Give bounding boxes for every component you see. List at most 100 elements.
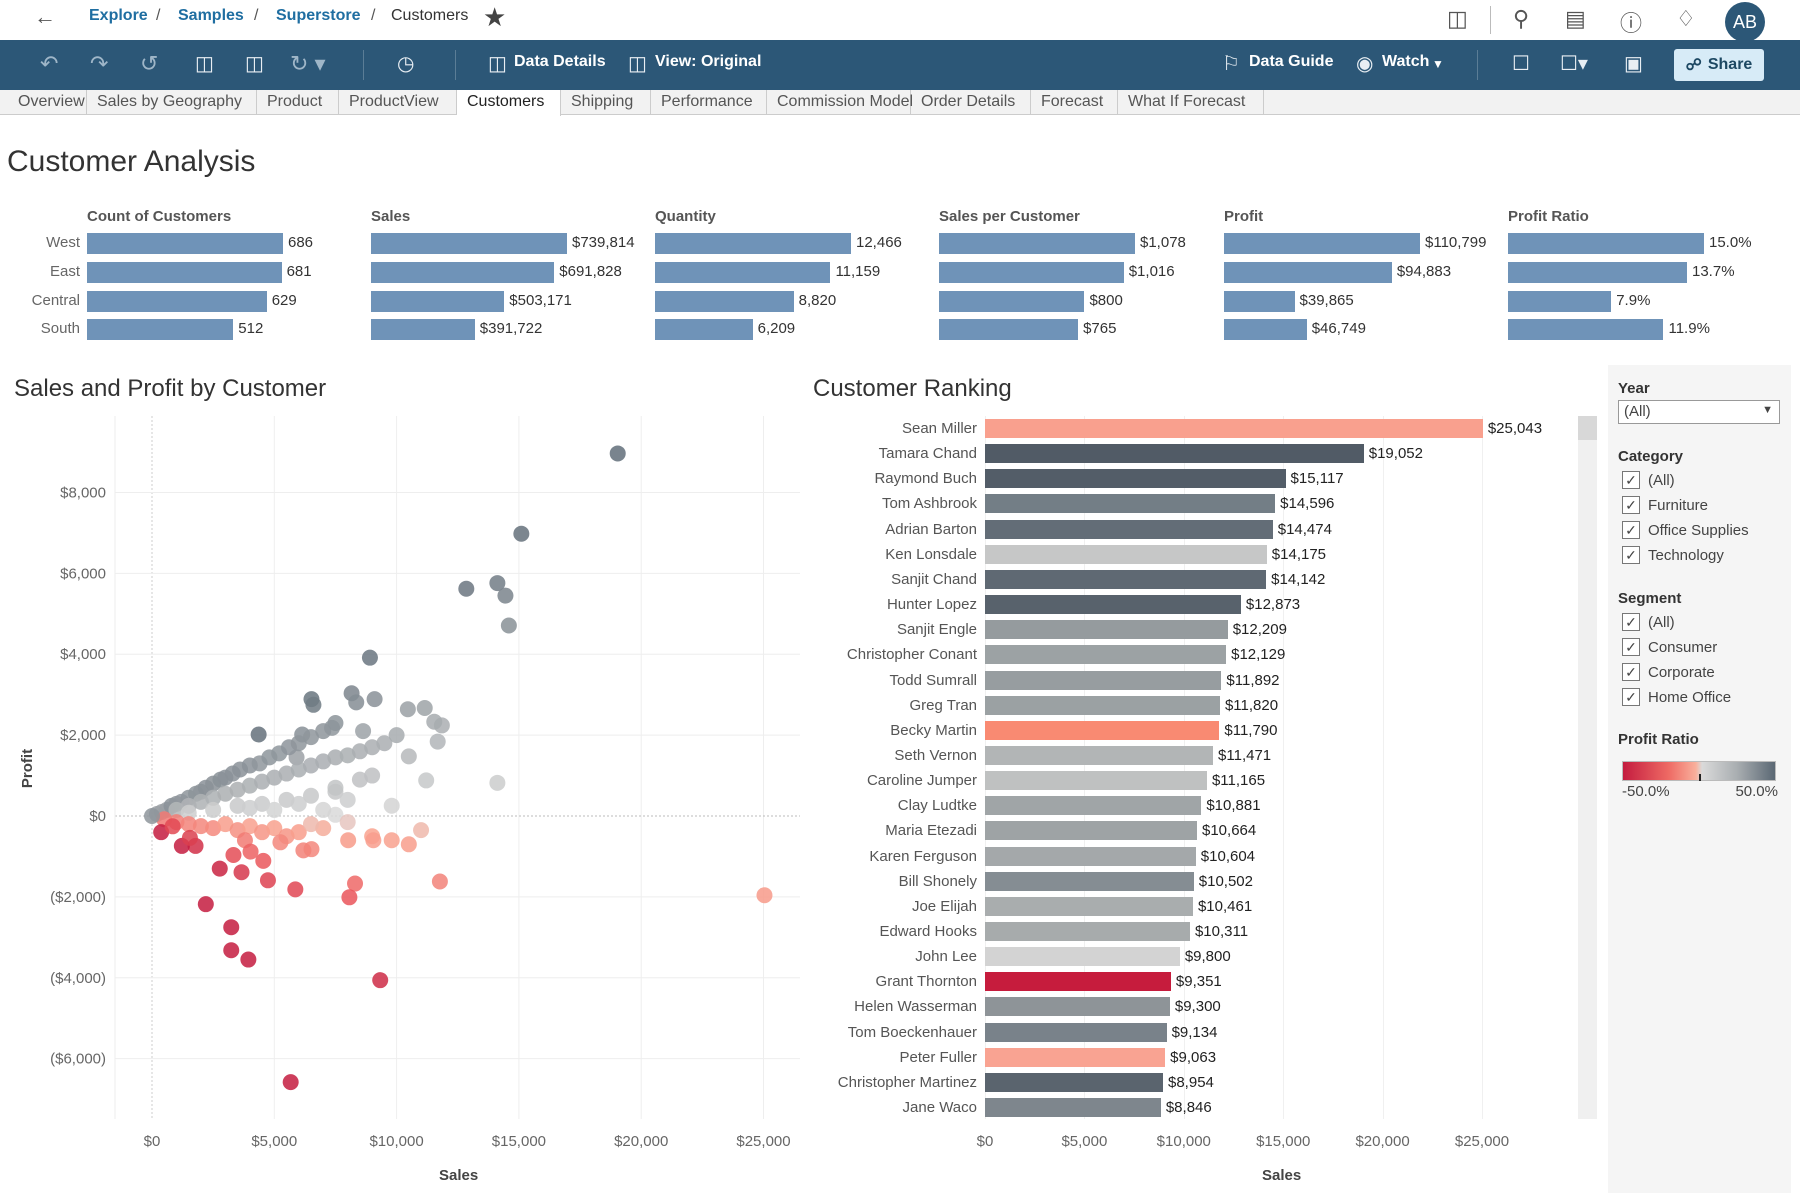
scatter-point[interactable]: [290, 735, 307, 752]
scatter-point[interactable]: [341, 889, 358, 906]
checkbox--all-[interactable]: ✓ (All): [1622, 613, 1675, 631]
scatter-point[interactable]: [254, 773, 271, 790]
breadcrumb-superstore[interactable]: Superstore: [276, 7, 361, 24]
customer-bar[interactable]: [985, 972, 1171, 992]
scatter-point[interactable]: [266, 801, 283, 818]
scatter-point[interactable]: [205, 789, 222, 806]
back-arrow-icon[interactable]: ←: [34, 4, 56, 29]
scatter-point[interactable]: [364, 739, 381, 756]
kpi-bar[interactable]: [655, 262, 831, 283]
customer-bar[interactable]: [985, 821, 1197, 841]
customer-bar[interactable]: [985, 469, 1286, 489]
scatter-point[interactable]: [290, 824, 307, 841]
tab-shipping[interactable]: Shipping: [561, 90, 651, 115]
pause-updates-icon[interactable]: ◫: [245, 53, 264, 75]
scatter-point[interactable]: [315, 723, 332, 740]
datasource-icon[interactable]: ◫: [1447, 6, 1468, 31]
checkbox-consumer[interactable]: ✓ Consumer: [1622, 638, 1717, 656]
kpi-bar[interactable]: [87, 233, 283, 254]
checkbox[interactable]: ✓: [1622, 546, 1640, 564]
scatter-point[interactable]: [364, 767, 381, 784]
scatter-point[interactable]: [399, 701, 416, 718]
kpi-bar[interactable]: [371, 291, 505, 312]
kpi-bar[interactable]: [939, 291, 1085, 312]
tab-sales-by-geography[interactable]: Sales by Geography: [87, 90, 257, 115]
tab-commission-model[interactable]: Commission Model: [767, 90, 913, 115]
customer-bar[interactable]: [985, 922, 1190, 941]
tab-order-details[interactable]: Order Details: [911, 90, 1031, 115]
customer-bar[interactable]: [985, 695, 1220, 715]
revert-icon[interactable]: ↺: [140, 51, 159, 76]
customer-bar[interactable]: [985, 846, 1196, 866]
scatter-point[interactable]: [413, 822, 430, 839]
kpi-bar[interactable]: [371, 319, 475, 340]
scatter-point[interactable]: [348, 694, 365, 711]
customer-bar[interactable]: [985, 544, 1267, 564]
scatter-point[interactable]: [254, 824, 271, 841]
tab-customers[interactable]: Customers: [457, 90, 561, 116]
fullscreen-icon[interactable]: ▣: [1624, 53, 1643, 75]
scatter-point[interactable]: [225, 847, 242, 864]
scatter-point[interactable]: [241, 799, 258, 816]
kpi-bar[interactable]: [1508, 233, 1704, 254]
customer-bar[interactable]: [985, 947, 1180, 967]
avatar[interactable]: AB: [1725, 2, 1765, 42]
kpi-bar[interactable]: [939, 233, 1135, 254]
scatter-point[interactable]: [233, 864, 250, 881]
kpi-bar[interactable]: [371, 262, 555, 283]
customer-bar[interactable]: [985, 569, 1267, 589]
scatter-point[interactable]: [431, 873, 448, 890]
scatter-point[interactable]: [339, 814, 356, 831]
scatter-point[interactable]: [168, 801, 185, 818]
customer-bar[interactable]: [985, 444, 1364, 464]
view-original-button[interactable]: View: Original: [655, 53, 762, 70]
scatter-point[interactable]: [180, 804, 197, 821]
data-guide-button[interactable]: Data Guide: [1249, 53, 1334, 70]
kpi-bar[interactable]: [655, 233, 851, 254]
scatter-point[interactable]: [217, 816, 234, 833]
replay-animation-icon[interactable]: ↻ ▾: [290, 51, 326, 76]
scatter-point[interactable]: [315, 820, 332, 837]
checkbox-office-supplies[interactable]: ✓ Office Supplies: [1622, 521, 1749, 539]
scatter-point[interactable]: [383, 832, 400, 849]
checkbox[interactable]: ✓: [1622, 496, 1640, 514]
scatter-point[interactable]: [400, 836, 417, 853]
scatter-point[interactable]: [223, 919, 240, 936]
tab-performance[interactable]: Performance: [651, 90, 767, 115]
checkbox-furniture[interactable]: ✓ Furniture: [1622, 496, 1708, 514]
star-icon[interactable]: ★: [483, 2, 507, 32]
scatter-point[interactable]: [197, 896, 214, 913]
customer-bar[interactable]: [985, 871, 1194, 891]
scatter-point[interactable]: [287, 881, 304, 898]
download-icon[interactable]: ☐▾: [1560, 53, 1588, 75]
scatter-point[interactable]: [211, 860, 228, 877]
scatter-point[interactable]: [400, 748, 417, 765]
tab-productview[interactable]: ProductView: [339, 90, 457, 115]
customer-bar[interactable]: [985, 670, 1222, 690]
kpi-bar[interactable]: [87, 262, 282, 283]
scatter-point[interactable]: [339, 747, 356, 764]
customer-bar[interactable]: [985, 595, 1241, 615]
scatter-point[interactable]: [302, 729, 319, 746]
customer-bar[interactable]: [985, 419, 1483, 438]
checkbox[interactable]: ✓: [1622, 638, 1640, 656]
scatter-point[interactable]: [388, 727, 405, 744]
scatter-point[interactable]: [290, 795, 307, 812]
scatter-point[interactable]: [372, 972, 389, 989]
kpi-bar[interactable]: [87, 291, 267, 312]
scatter-point[interactable]: [305, 696, 322, 713]
checkbox-home-office[interactable]: ✓ Home Office: [1622, 688, 1731, 706]
scatter-point[interactable]: [315, 801, 332, 818]
scatter-point[interactable]: [489, 774, 506, 791]
scatter-point[interactable]: [290, 761, 307, 778]
customer-bar[interactable]: [985, 519, 1273, 539]
kpi-bar[interactable]: [939, 319, 1079, 340]
scatter-point[interactable]: [315, 753, 332, 770]
scatter-point[interactable]: [266, 769, 283, 786]
scatter-point[interactable]: [278, 791, 295, 808]
scatter-point[interactable]: [217, 785, 234, 802]
checkbox-technology[interactable]: ✓ Technology: [1622, 546, 1724, 564]
customer-bar[interactable]: [985, 494, 1276, 514]
customer-bar[interactable]: [985, 896, 1193, 916]
customer-bar[interactable]: [985, 745, 1214, 765]
